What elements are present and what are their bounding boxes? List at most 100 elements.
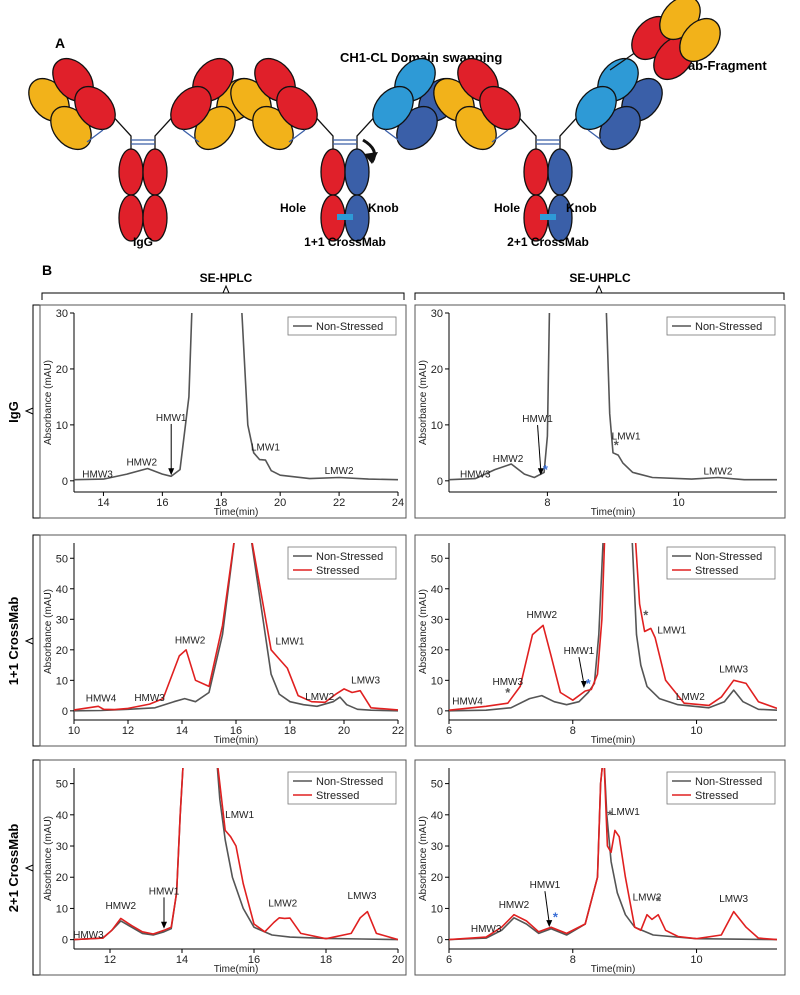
y-axis-title: Absorbance (mAU): [43, 360, 54, 445]
x-tick-label: 18: [284, 725, 296, 737]
y-tick-label: 0: [62, 706, 68, 718]
chart-frame: [39, 304, 407, 519]
peak-label-hmw1: HMW1: [530, 880, 561, 891]
series-line-non-stressed: [449, 313, 777, 481]
panel-a-label: A: [55, 35, 65, 51]
legend-label-non-stressed: Non-Stressed: [695, 551, 762, 563]
cm11-hinge-right: [356, 111, 380, 150]
peak-label-hmw2: HMW2: [527, 610, 558, 621]
series-line-stressed: [449, 768, 777, 941]
x-tick-label: 20: [392, 954, 404, 966]
legend-box: [666, 316, 776, 336]
peak-label-hmw3: HMW3: [460, 469, 491, 480]
cm11-hinge-left: [310, 111, 334, 150]
x-tick-label: 12: [122, 725, 134, 737]
x-axis-title: Time(min): [214, 964, 259, 975]
peak-label-hmw4: HMW4: [452, 697, 483, 708]
se-hplc-title: SE-HPLC: [200, 271, 253, 285]
series-line-stressed: [74, 768, 398, 941]
series-line-non-stressed: [449, 543, 777, 712]
cm21-fab-linker: [609, 51, 637, 71]
igg-hinge-left: [108, 111, 132, 150]
peak-label-lmw3: LMW3: [351, 675, 380, 686]
igg-label: IgG: [133, 235, 153, 249]
peak-label-hmw1: HMW1: [156, 413, 187, 424]
y-tick-label: 0: [437, 935, 443, 947]
x-tick-label: 16: [230, 725, 242, 737]
fab-fragment-label: Fab-Fragment: [680, 58, 767, 73]
peak-arrowhead: [546, 920, 553, 928]
legend-label-stressed: Stressed: [316, 790, 359, 802]
chart-igg_hplc: 14 16 18 20 22 24 0 10 20 30 Time(min) Absorbance (…: [39, 304, 407, 519]
y-tick-label: 0: [437, 476, 443, 488]
cm11-left-arm-heavy-chain-ch1: [276, 85, 318, 131]
x-tick-label: 14: [176, 954, 188, 966]
peak-arrowhead: [580, 680, 587, 688]
peak-label-hmw3: HMW3: [73, 930, 104, 941]
y-tick-label: 50: [56, 553, 68, 565]
igg-hinge-right: [154, 111, 178, 150]
y-tick-label: 20: [431, 364, 443, 376]
y-tick-label: 50: [56, 779, 68, 791]
y-tick-label: 20: [431, 872, 443, 884]
x-tick-label: 14: [97, 497, 109, 509]
x-tick-label: 10: [690, 725, 702, 737]
y-tick-label: 20: [56, 645, 68, 657]
legend-box: [287, 546, 397, 580]
igg-right-arm-disulfide-light: [182, 129, 200, 143]
cm11-fc-ch2-left: [320, 148, 346, 196]
x-tick-label: 18: [320, 954, 332, 966]
cm21-hinge-left: [513, 111, 537, 150]
cm11-knob-into-hole: [337, 214, 353, 220]
peak-label-hmw3: HMW3: [134, 693, 165, 704]
peak-label-lmw2: LMW2: [305, 692, 334, 703]
asterisk-marker: *: [656, 893, 662, 908]
peak-label-hmw2: HMW2: [499, 900, 530, 911]
y-axis-title: Absorbance (mAU): [43, 816, 54, 901]
peak-label-hmw2: HMW2: [175, 636, 206, 647]
x-tick-label: 8: [544, 497, 550, 509]
x-axis-title: Time(min): [214, 735, 259, 746]
x-tick-label: 8: [570, 954, 576, 966]
legend-box: [666, 771, 776, 805]
hole-label-11: Hole: [280, 201, 306, 215]
row-label-cm21: 2+1 CrossMab: [6, 824, 21, 913]
y-tick-label: 0: [62, 476, 68, 488]
peak-label-hmw1: HMW1: [149, 886, 180, 897]
series-line-stressed: [449, 543, 777, 711]
peak-arrow: [537, 425, 542, 472]
knob-label-11: Knob: [368, 201, 399, 215]
x-tick-label: 16: [248, 954, 260, 966]
y-axis-title: Absorbance (mAU): [418, 816, 429, 901]
x-axis-title: Time(min): [591, 964, 636, 975]
cm21-right-arm-disulfide-light: [587, 129, 605, 143]
crossmab-21-label: 2+1 CrossMab: [507, 235, 589, 249]
igg-left-arm-disulfide-light: [86, 129, 104, 143]
peak-arrowhead: [161, 921, 167, 929]
legend-label-stressed: Stressed: [695, 790, 738, 802]
antibody-schematics: [28, 0, 721, 242]
panel-b-label: B: [42, 262, 52, 278]
cm21-fc-ch2-left: [523, 148, 549, 196]
peak-label-lmw1: LMW1: [657, 625, 686, 636]
y-axis-title: Absorbance (mAU): [418, 360, 429, 445]
crossmab-11-label: 1+1 CrossMab: [304, 235, 386, 249]
row-label-igg: IgG: [6, 401, 21, 423]
cm21-fc-ch2-right: [547, 148, 573, 196]
x-tick-label: 6: [446, 954, 452, 966]
legend-label-non-stressed: Non-Stressed: [316, 776, 383, 788]
igg-right-arm-heavy-chain-ch1: [170, 85, 212, 131]
row-bracket-igg: [24, 304, 40, 519]
y-tick-label: 10: [56, 903, 68, 915]
cm21-left-arm-disulfide-light: [491, 129, 509, 143]
chart-frame: [414, 304, 786, 519]
series-line-stressed: [74, 543, 398, 711]
asterisk-marker: *: [543, 462, 549, 477]
asterisk-marker: *: [553, 910, 559, 925]
igg-left-arm-heavy-chain-ch1: [74, 85, 116, 131]
cm21-right-arm-heavy-chain-ch1: [575, 85, 617, 131]
y-tick-label: 0: [437, 706, 443, 718]
igg-fc-ch3-right: [142, 194, 168, 242]
x-axis-title: Time(min): [591, 735, 636, 746]
